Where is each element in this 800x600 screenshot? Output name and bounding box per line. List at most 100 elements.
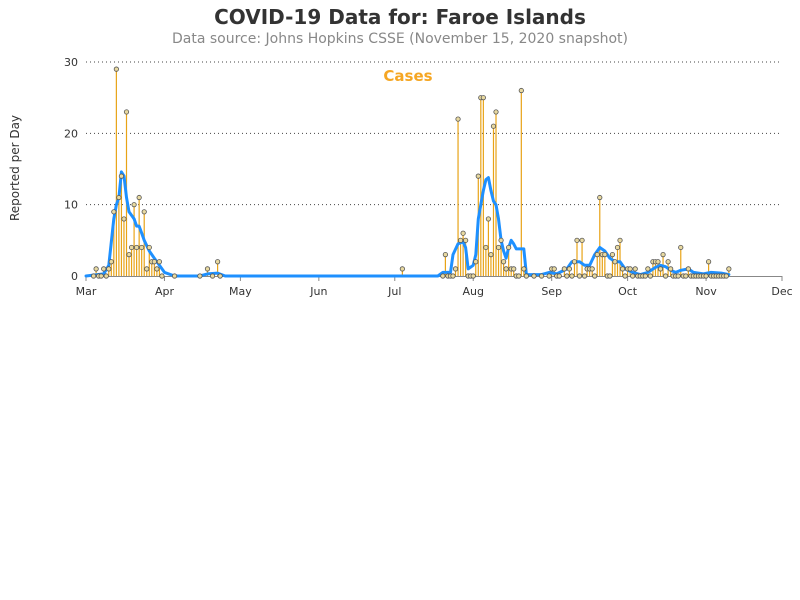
y-axis-label: Reported per Day <box>8 115 22 221</box>
case-marker <box>490 123 497 129</box>
case-marker <box>551 266 557 272</box>
case-marker <box>602 252 608 258</box>
x-tick-label: Jul <box>387 285 401 298</box>
case-marker <box>612 259 618 265</box>
moving-average-layer <box>84 170 731 278</box>
case-marker <box>703 273 709 279</box>
moving-average-line <box>84 170 731 278</box>
case-marker <box>675 273 681 279</box>
case-marker <box>209 273 216 279</box>
case-marker <box>614 244 621 251</box>
case-marker <box>647 273 653 279</box>
case-marker <box>106 266 112 272</box>
case-marker <box>685 266 691 272</box>
case-marker <box>399 266 405 272</box>
case-marker <box>594 252 600 258</box>
axes: 0 10 20 30 Mar Apr May Jun Jul Aug Sep Oct Nov Dec <box>64 56 793 298</box>
case-marker <box>531 273 537 279</box>
case-marker <box>156 259 162 265</box>
case-marker <box>485 216 492 222</box>
case-marker <box>655 259 661 265</box>
case-marker <box>622 273 628 279</box>
case-marker <box>556 273 562 279</box>
case-marker <box>204 266 211 272</box>
case-marker <box>118 173 125 179</box>
case-marker <box>579 237 585 243</box>
chart-title: COVID-19 Data for: Faroe Islands <box>214 5 586 29</box>
x-tick-label: Aug <box>462 285 483 298</box>
case-marker <box>452 266 459 272</box>
case-marker <box>574 237 580 243</box>
case-marker <box>197 273 203 279</box>
case-marker <box>90 273 97 279</box>
case-marker <box>455 116 461 122</box>
case-marker <box>450 273 456 279</box>
case-marker <box>457 237 464 243</box>
case-marker <box>495 244 502 251</box>
x-tick-label: Apr <box>155 285 175 298</box>
y-tick-label: 0 <box>71 270 78 283</box>
case-marker <box>488 252 494 258</box>
case-marker <box>111 209 117 215</box>
case-marker <box>440 273 446 279</box>
case-marker <box>516 273 522 279</box>
case-marker <box>131 202 137 208</box>
x-tick-label: Jun <box>309 285 327 298</box>
case-marker <box>607 273 613 279</box>
case-marker <box>154 266 160 272</box>
case-marker <box>121 216 127 222</box>
case-marker <box>645 266 651 272</box>
case-marker <box>123 109 130 115</box>
gridlines <box>86 61 782 206</box>
case-marker <box>171 273 178 279</box>
case-marker <box>521 266 527 272</box>
y-tick-label: 10 <box>64 199 78 212</box>
x-tick-label: Nov <box>695 285 717 298</box>
case-marker <box>103 273 109 279</box>
case-marker <box>113 66 119 72</box>
x-tick-label: Sep <box>541 285 562 298</box>
case-marker <box>589 266 595 272</box>
case-marker <box>683 273 689 279</box>
case-marker <box>134 244 140 251</box>
case-marker <box>723 273 729 279</box>
case-marker <box>642 273 648 279</box>
case-marker <box>217 273 223 279</box>
case-marker <box>503 266 509 272</box>
chart-subtitle: Data source: Johns Hopkins CSSE (Novembe… <box>171 31 628 47</box>
case-marker <box>678 244 684 251</box>
case-markers <box>90 66 732 279</box>
x-tick-label: Oct <box>618 285 638 298</box>
legend-label-cases: Cases <box>383 67 432 85</box>
case-marker <box>546 273 552 279</box>
case-marker <box>566 266 573 272</box>
case-marker <box>483 244 489 251</box>
case-marker <box>101 266 107 272</box>
case-marker <box>569 273 575 279</box>
case-marker <box>726 266 732 272</box>
case-marker <box>139 244 145 251</box>
case-marker <box>215 259 221 265</box>
case-marker <box>627 266 633 272</box>
y-tick-label: 30 <box>64 56 78 69</box>
case-marker <box>93 266 99 272</box>
case-marker <box>592 273 598 279</box>
case-marker <box>538 273 545 279</box>
case-marker <box>498 237 504 243</box>
case-marker <box>561 266 567 272</box>
case-marker <box>609 252 616 258</box>
case-marker <box>128 244 135 251</box>
case-marker <box>473 259 479 265</box>
case-marker <box>151 259 157 265</box>
case-bars <box>95 69 730 276</box>
case-marker <box>518 87 524 94</box>
x-tick-label: Dec <box>771 285 792 298</box>
case-marker <box>493 109 499 115</box>
case-marker <box>657 266 664 272</box>
y-tick-label: 20 <box>64 127 78 140</box>
case-marker <box>660 252 666 258</box>
case-marker <box>564 273 570 279</box>
case-marker <box>463 237 469 243</box>
x-tick-label: May <box>229 285 252 298</box>
case-marker <box>475 173 481 179</box>
